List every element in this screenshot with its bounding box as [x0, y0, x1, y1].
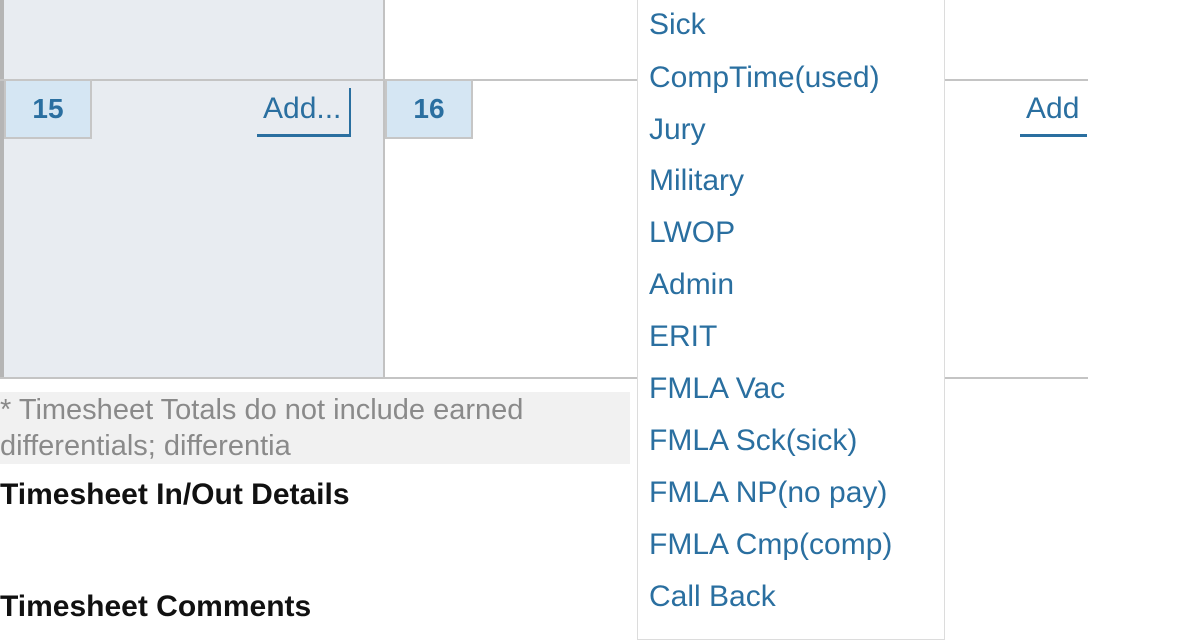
in-out-details-heading: Timesheet In/Out Details [0, 478, 350, 511]
dropdown-item-sick[interactable]: Sick [649, 8, 706, 41]
dropdown-item-military[interactable]: Military [649, 164, 744, 197]
timesheet-area: 15 Add... 16 Add * Timesheet Totals do n… [0, 0, 1088, 623]
add-entry-button-15[interactable]: Add... [257, 88, 352, 137]
dropdown-item-comptime-used[interactable]: CompTime(used) [649, 61, 880, 94]
dropdown-item-lwop[interactable]: LWOP [649, 216, 736, 249]
dropdown-item-fmla-cmp[interactable]: FMLA Cmp(comp) [649, 528, 893, 561]
day-cell-15 [0, 0, 385, 378]
dropdown-item-fmla-np[interactable]: FMLA NP(no pay) [649, 476, 888, 509]
add-entry-button-16[interactable]: Add [1020, 88, 1088, 137]
day-number-15: 15 [4, 79, 92, 139]
dropdown-item-call-back[interactable]: Call Back [649, 580, 776, 613]
dropdown-item-erit[interactable]: ERIT [649, 320, 718, 353]
day-number-16: 16 [385, 79, 473, 139]
week-divider [0, 79, 1088, 81]
totals-note: * Timesheet Totals do not include earned… [0, 392, 630, 464]
comments-heading: Timesheet Comments [0, 590, 312, 623]
leave-type-dropdown[interactable]: Sick CompTime(used) Jury Military LWOP A… [637, 0, 945, 640]
dropdown-item-fmla-sck[interactable]: FMLA Sck(sick) [649, 424, 858, 457]
calendar-bottom-border [0, 377, 1088, 379]
dropdown-item-fmla-vac[interactable]: FMLA Vac [649, 372, 786, 405]
dropdown-item-admin[interactable]: Admin [649, 268, 735, 301]
dropdown-item-jury[interactable]: Jury [649, 113, 706, 146]
